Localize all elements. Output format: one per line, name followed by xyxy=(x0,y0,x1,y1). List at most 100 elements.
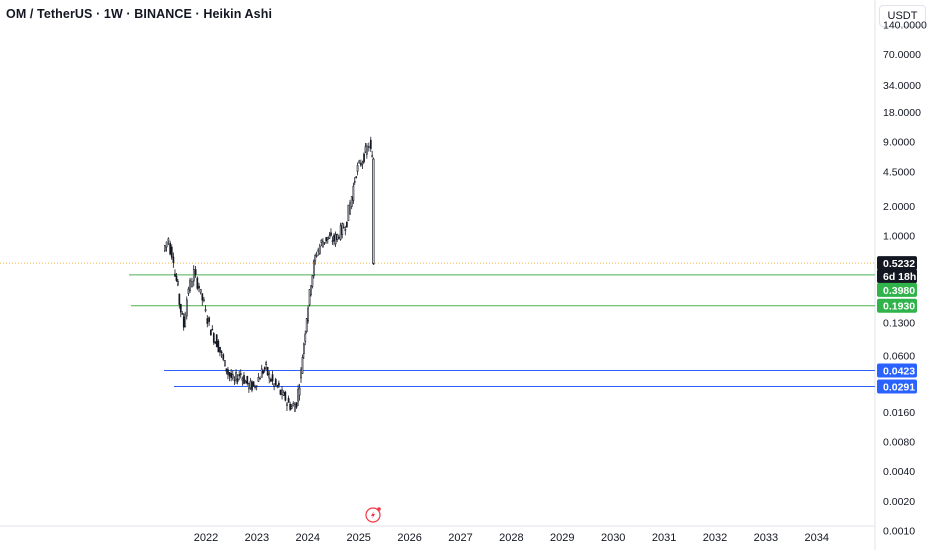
x-tick-label: 2034 xyxy=(805,532,829,544)
x-tick-label: 2029 xyxy=(550,532,574,544)
candle-body xyxy=(167,238,170,242)
candle-body xyxy=(214,341,217,344)
bolt-icon[interactable] xyxy=(365,507,381,523)
candle-body xyxy=(353,181,356,183)
candle-body xyxy=(238,374,241,377)
candle-body xyxy=(276,385,279,387)
candle-body xyxy=(363,153,365,163)
candle-body xyxy=(169,242,172,255)
candle-body xyxy=(212,333,215,343)
candle-body xyxy=(336,233,339,240)
level-price-tag-bg xyxy=(877,379,917,394)
candle-body xyxy=(372,158,375,264)
candle-body xyxy=(262,370,265,374)
candle-body xyxy=(249,380,252,389)
candle-body xyxy=(356,165,359,172)
candle-body xyxy=(281,389,283,395)
candle-body xyxy=(338,236,340,239)
level-price-tag: 0.3980 xyxy=(883,285,915,297)
candle-body xyxy=(244,380,247,384)
candle-body xyxy=(199,288,202,293)
y-tick-label: 18.0000 xyxy=(883,107,921,119)
y-tick-label: 34.0000 xyxy=(883,80,921,92)
candle-body xyxy=(287,398,290,403)
candle-body xyxy=(257,377,260,382)
level-price-tag: 0.0423 xyxy=(883,366,915,378)
candle-body xyxy=(308,289,311,306)
candle-body xyxy=(347,204,350,221)
candle-body xyxy=(187,288,190,294)
candle-body xyxy=(290,406,293,409)
candle-body xyxy=(304,333,307,342)
candle-body xyxy=(320,239,323,243)
candle-body xyxy=(178,293,181,305)
candle-body xyxy=(211,328,214,331)
candle-body xyxy=(225,368,228,372)
level-price-tag: 0.1930 xyxy=(883,301,915,313)
candle-body xyxy=(303,343,305,354)
level-price-tag-bg xyxy=(877,298,917,313)
candle-body xyxy=(295,402,298,408)
candle-body xyxy=(198,285,200,289)
candle-body xyxy=(317,249,320,252)
candle-body xyxy=(251,381,253,391)
candle-body xyxy=(327,236,329,240)
candle-body xyxy=(201,293,204,301)
candle-body xyxy=(184,313,187,328)
candle-body xyxy=(255,385,258,387)
candle-body xyxy=(230,373,233,378)
candle-body xyxy=(263,367,266,370)
candle-body xyxy=(177,280,179,286)
candle-body xyxy=(227,369,229,375)
bar-countdown-tag: 6d 18h xyxy=(883,271,916,283)
currency-selector-button[interactable]: USDT xyxy=(879,5,926,27)
candle-body xyxy=(314,254,317,262)
x-tick-label: 2031 xyxy=(652,532,676,544)
candle-body xyxy=(220,351,223,354)
candle-body xyxy=(271,374,274,382)
candle-body xyxy=(282,392,285,396)
x-tick-label: 2033 xyxy=(754,532,778,544)
candle-body xyxy=(266,366,269,376)
level-price-tag: 0.0291 xyxy=(883,381,915,393)
candle-body xyxy=(206,318,209,324)
candle-body xyxy=(358,160,361,164)
candle-body xyxy=(371,155,374,158)
candle-body xyxy=(307,307,309,322)
candle-body xyxy=(361,161,364,165)
x-tick-label: 2023 xyxy=(245,532,269,544)
candle-body xyxy=(331,240,334,242)
candle-body xyxy=(312,261,315,277)
candle-body xyxy=(310,285,312,296)
candle-body xyxy=(233,379,236,382)
current-price-tag: 0.5232 xyxy=(883,258,915,270)
candle-body xyxy=(346,221,348,228)
candle-body xyxy=(254,386,256,388)
candle-body xyxy=(322,241,324,248)
bar-countdown-tag-bg xyxy=(877,269,917,284)
candle-body xyxy=(292,403,295,407)
candle-body xyxy=(297,388,300,402)
candle-body xyxy=(274,379,277,385)
level-price-tag-bg xyxy=(877,363,917,378)
candle-body xyxy=(349,202,351,215)
candle-body xyxy=(294,403,296,412)
candle-body xyxy=(369,139,372,149)
candle-body xyxy=(289,403,292,410)
candle-body xyxy=(164,245,166,252)
x-tick-label: 2024 xyxy=(296,532,320,544)
candle-body xyxy=(174,273,176,277)
candle-body xyxy=(215,334,218,348)
y-tick-label: 1.0000 xyxy=(883,231,915,243)
x-tick-label: 2032 xyxy=(703,532,727,544)
candle-body xyxy=(298,387,301,396)
candle-body xyxy=(235,372,237,380)
candle-body xyxy=(217,340,220,353)
y-tick-label: 0.0600 xyxy=(883,351,915,363)
candle-body xyxy=(219,346,221,353)
candle-body xyxy=(315,255,318,257)
candle-body xyxy=(179,303,182,313)
candle-body xyxy=(248,383,250,390)
candle-body xyxy=(259,378,261,380)
